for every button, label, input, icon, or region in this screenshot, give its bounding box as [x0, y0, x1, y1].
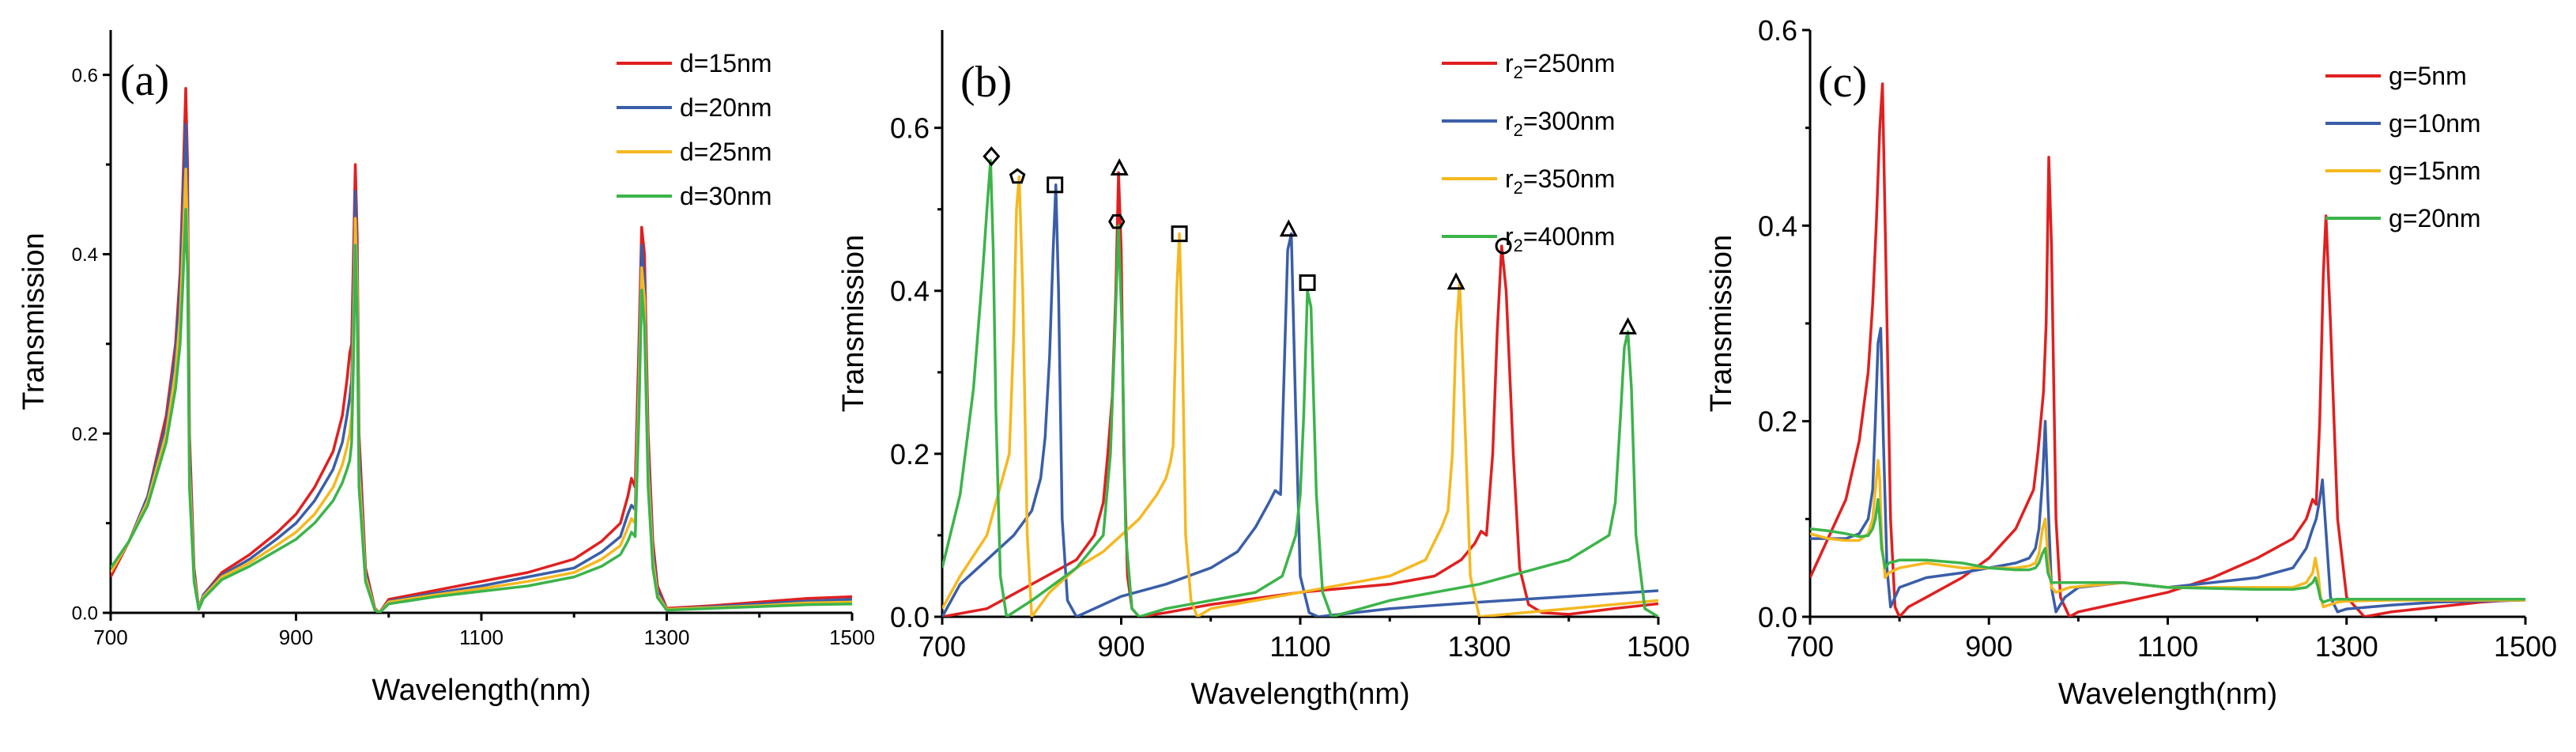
square-marker [1171, 225, 1188, 243]
legend-label: d=30nm [680, 182, 772, 210]
triangle-marker [1110, 158, 1129, 176]
y-axis-label: Transmission [17, 232, 51, 410]
x-axis-label: Wavelength(nm) [372, 674, 590, 707]
x-tick-label: 900 [1097, 630, 1145, 663]
series-line-4 [111, 208, 852, 613]
legend-label: g=15nm [2389, 157, 2481, 185]
x-axis-label: Wavelength(nm) [1190, 678, 1409, 711]
legend-label: g=20nm [2389, 204, 2481, 232]
legend-label: r2=350nm [1505, 164, 1615, 198]
hexagon-marker [1108, 214, 1126, 229]
series-line-3 [1810, 459, 2525, 609]
y-tick-label: 0.0 [890, 601, 930, 633]
panel-b: 700 900 1100 1300 1500 0.0 0.2 0.4 0.6 Wavelength… [837, 30, 1690, 711]
square-marker [1047, 176, 1064, 194]
triangle-marker [1279, 219, 1298, 237]
triangle-marker [1619, 317, 1637, 334]
x-tick-label: 900 [279, 625, 313, 649]
series-line-4 [1810, 497, 2525, 604]
series-line-4 [942, 159, 1658, 617]
y-tick-label: 0.0 [72, 603, 98, 625]
panel-label: (a) [120, 56, 169, 105]
x-tick-label: 700 [93, 625, 127, 649]
y-tick-label: 0.2 [72, 424, 98, 445]
y-tick-label: 0.6 [890, 112, 930, 145]
legend-label: d=20nm [680, 93, 772, 122]
panel-label: (b) [960, 58, 1012, 107]
square-marker [1299, 274, 1316, 291]
x-tick-label: 1300 [1447, 630, 1511, 663]
y-tick-label: 0.0 [1758, 601, 1797, 633]
y-tick-label: 0.2 [1758, 406, 1797, 438]
y-tick-label: 0.4 [72, 244, 98, 266]
x-tick-label: 1300 [2315, 630, 2378, 663]
x-tick-label: 1500 [2494, 630, 2557, 663]
panel-a: 700 900 1100 1300 1500 0.0 0.2 0.4 0.6 Wavelength… [17, 30, 875, 707]
diamond-marker [983, 146, 1001, 167]
x-tick-label: 1300 [644, 625, 690, 649]
legend-label: d=15nm [680, 49, 772, 77]
y-axis-label: Transmission [837, 235, 870, 413]
y-tick-label: 0.6 [72, 65, 98, 86]
x-tick-label: 1100 [459, 625, 504, 649]
legend-label: r2=250nm [1505, 49, 1615, 82]
circle-marker [1495, 237, 1512, 255]
x-tick-label: 1100 [1269, 630, 1330, 663]
triangle-marker [1446, 272, 1465, 290]
x-tick-label: 900 [1965, 630, 2012, 663]
legend-label: d=25nm [680, 138, 772, 166]
y-tick-label: 0.6 [1758, 14, 1797, 47]
x-axis-label: Wavelength(nm) [2058, 678, 2277, 711]
x-tick-label: 700 [918, 630, 966, 663]
y-tick-label: 0.4 [890, 275, 930, 308]
x-tick-label: 700 [1786, 630, 1834, 663]
y-axis-label: Transmission [1705, 235, 1738, 413]
x-tick-label: 1100 [2137, 630, 2198, 663]
x-tick-label: 1500 [829, 625, 875, 649]
legend-label: g=5nm [2389, 62, 2467, 90]
panel-c: 700 900 1100 1300 1500 0.0 0.2 0.4 0.6 Wavelength… [1705, 14, 2557, 711]
series-line-3 [111, 167, 852, 613]
legend-label: r2=400nm [1505, 222, 1615, 255]
y-tick-label: 0.4 [1758, 210, 1797, 242]
series-line-2 [1810, 327, 2525, 614]
x-tick-label: 1500 [1627, 630, 1690, 663]
series-line-1 [111, 86, 852, 613]
legend-label: g=10nm [2389, 109, 2481, 138]
y-tick-label: 0.2 [890, 438, 930, 470]
pentagon-marker [1009, 168, 1026, 184]
legend-label: r2=300nm [1505, 107, 1615, 140]
panel-label: (c) [1818, 58, 1867, 107]
series-line-1 [1810, 82, 2525, 617]
